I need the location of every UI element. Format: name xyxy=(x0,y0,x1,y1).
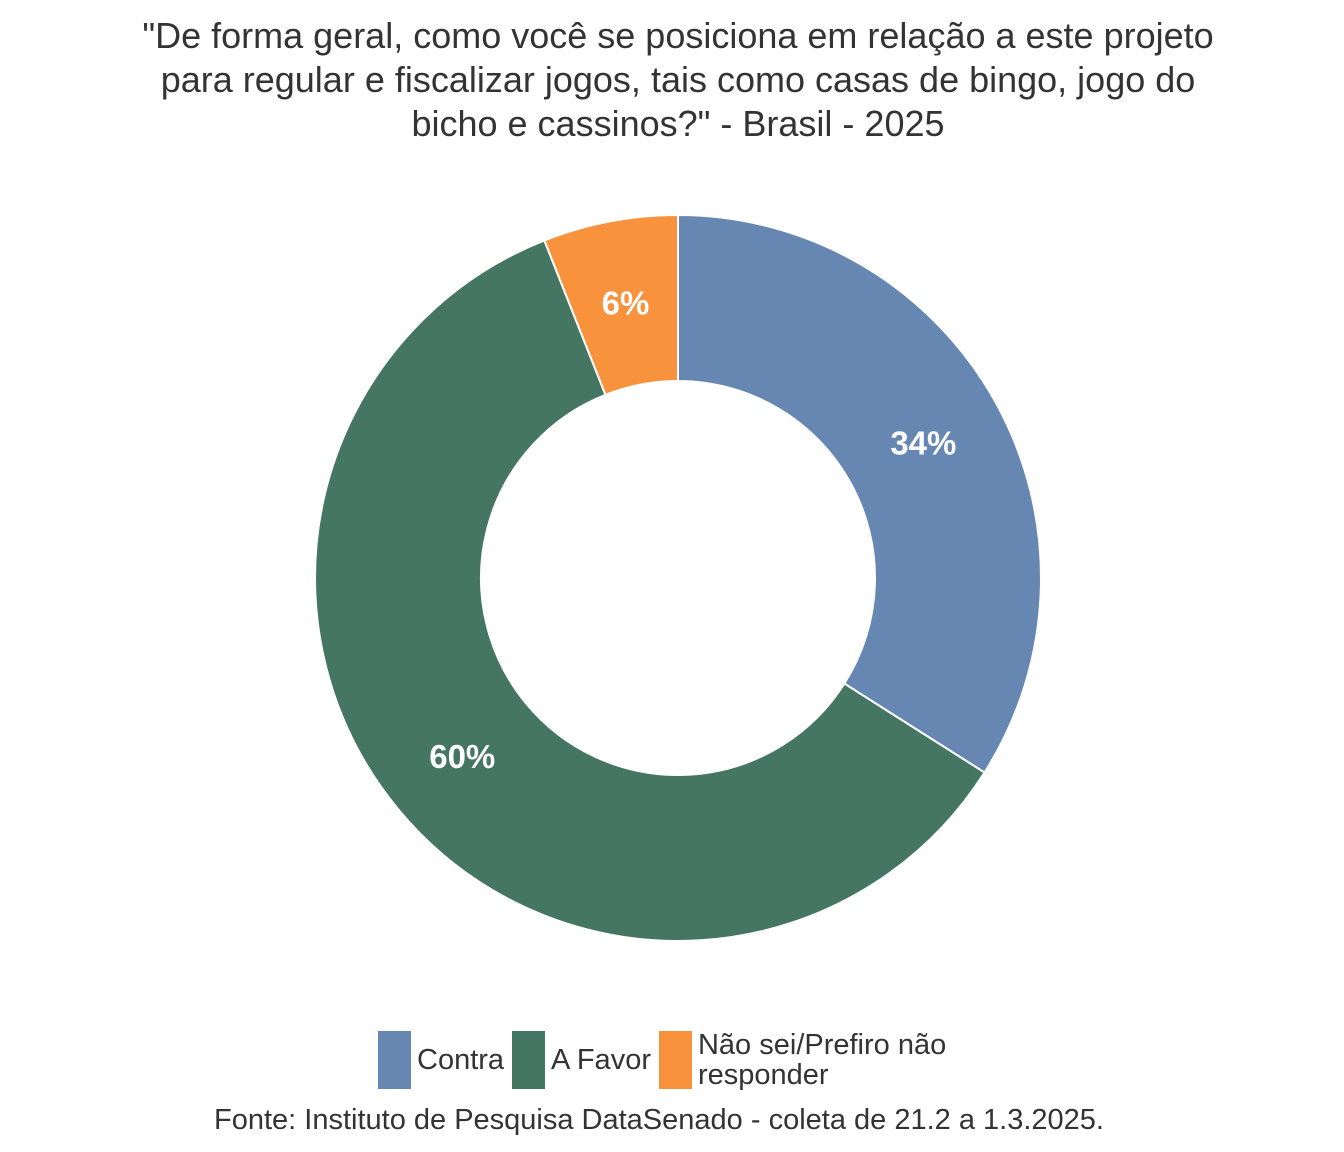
legend-key-nao-sei xyxy=(658,1031,692,1089)
source-caption: Fonte: Instituto de Pesquisa DataSenado … xyxy=(214,1104,1104,1136)
legend-key-contra xyxy=(378,1031,411,1089)
legend-label-nao-sei: Não sei/Prefiro não responder xyxy=(697,1029,947,1091)
legend-key-a-favor xyxy=(512,1031,546,1089)
slices-layer xyxy=(314,213,1042,942)
legend-item-nao-sei: Não sei/Prefiro não responder xyxy=(658,1029,978,1091)
slice-contra xyxy=(677,213,1042,774)
labels-layer: 34% 60% 6% xyxy=(429,284,956,775)
legend-item-contra: Contra xyxy=(378,1031,504,1089)
slice-label-nao-sei: 6% xyxy=(602,284,650,321)
slice-a-favor xyxy=(314,239,986,942)
legend: Contra A Favor Não sei/Prefiro não respo… xyxy=(378,1030,986,1090)
legend-item-a-favor: A Favor xyxy=(512,1031,651,1089)
legend-label-contra: Contra xyxy=(417,1044,505,1076)
slice-nao-sei xyxy=(543,213,679,397)
slice-label-a-favor: 60% xyxy=(429,738,495,775)
legend-label-a-favor: A Favor xyxy=(551,1044,651,1076)
chart-title: "De forma geral, como você se posiciona … xyxy=(142,15,1214,144)
slice-label-contra: 34% xyxy=(890,425,956,462)
